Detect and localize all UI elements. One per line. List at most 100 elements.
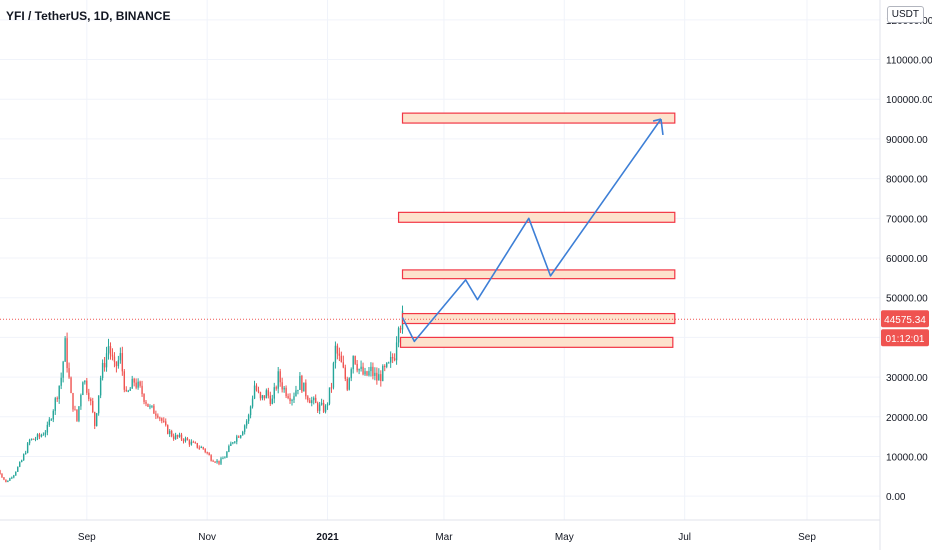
candle-body bbox=[101, 362, 104, 378]
x-tick-label: Mar bbox=[435, 532, 453, 543]
candle-body bbox=[397, 328, 400, 343]
candle-body bbox=[9, 478, 11, 481]
candle-body bbox=[309, 400, 311, 404]
candle-body bbox=[42, 434, 45, 436]
candle-body bbox=[291, 399, 293, 401]
candle-body bbox=[340, 355, 343, 363]
candle-body bbox=[378, 374, 380, 381]
zone-box bbox=[399, 336, 674, 348]
candle-body bbox=[133, 378, 135, 383]
candle-body bbox=[139, 381, 141, 386]
candle-body bbox=[182, 439, 185, 442]
candle-body bbox=[387, 362, 390, 364]
candle-body bbox=[161, 418, 163, 421]
candle-body bbox=[131, 378, 133, 389]
x-tick-label: Sep bbox=[798, 532, 816, 543]
candle-body bbox=[111, 354, 114, 357]
candle-body bbox=[395, 342, 398, 361]
candle-body bbox=[238, 436, 240, 438]
candle-body bbox=[38, 434, 41, 437]
y-tick-label: 20000.00 bbox=[886, 413, 928, 424]
candle-body bbox=[218, 460, 220, 464]
candlesticks bbox=[0, 305, 404, 483]
candle-body bbox=[389, 357, 392, 363]
candle-body bbox=[90, 399, 92, 401]
candle-body bbox=[253, 385, 256, 399]
candle-body bbox=[21, 460, 23, 463]
candle-body bbox=[178, 434, 181, 437]
candle-body bbox=[97, 395, 100, 414]
projection-arrowhead bbox=[660, 118, 664, 136]
y-tick-label: 50000.00 bbox=[886, 294, 928, 305]
candle-body bbox=[167, 425, 169, 434]
zone-box bbox=[401, 312, 676, 325]
candle-body bbox=[251, 398, 254, 407]
last-price-label: 44575.34 bbox=[884, 315, 926, 326]
candle-body bbox=[311, 400, 313, 404]
candle-body bbox=[54, 398, 56, 411]
candle-body bbox=[220, 458, 222, 464]
candle-body bbox=[330, 387, 333, 389]
currency-badge[interactable]: USDT bbox=[886, 6, 924, 23]
candle-body bbox=[245, 421, 248, 426]
candle-body bbox=[62, 361, 64, 378]
candle-body bbox=[275, 387, 277, 389]
candle-body bbox=[103, 362, 106, 368]
candle-body bbox=[127, 390, 129, 392]
candle-body bbox=[95, 413, 98, 426]
candle-body bbox=[210, 455, 212, 461]
candle-body bbox=[72, 393, 74, 410]
y-tick-label: 70000.00 bbox=[886, 214, 928, 225]
candle-body bbox=[376, 372, 378, 381]
candle-body bbox=[320, 402, 323, 405]
x-tick-label: Jul bbox=[678, 532, 691, 543]
candle-body bbox=[374, 372, 376, 376]
candle-body bbox=[74, 409, 76, 411]
candle-body bbox=[230, 443, 232, 446]
candle-body bbox=[247, 415, 250, 422]
candle-body bbox=[372, 366, 374, 376]
candle-body bbox=[344, 367, 346, 379]
candle-body bbox=[216, 460, 218, 463]
candle-body bbox=[301, 375, 303, 392]
candle-body bbox=[86, 380, 88, 393]
y-tick-label: 60000.00 bbox=[886, 254, 928, 265]
zone-box bbox=[401, 269, 676, 280]
candle-body bbox=[285, 387, 287, 397]
candle-body bbox=[261, 395, 264, 399]
candle-body bbox=[370, 366, 372, 372]
x-tick-label: May bbox=[555, 532, 574, 543]
candle-body bbox=[117, 360, 120, 367]
candle-body bbox=[202, 447, 204, 449]
candle-body bbox=[226, 451, 228, 458]
y-tick-label: 90000.00 bbox=[886, 135, 928, 146]
candle-body bbox=[316, 403, 319, 411]
candle-body bbox=[109, 346, 112, 355]
candle-body bbox=[135, 382, 137, 388]
candle-body bbox=[107, 346, 110, 354]
candle-body bbox=[305, 382, 307, 397]
candle-body bbox=[40, 435, 43, 437]
y-tick-label: 110000.00 bbox=[886, 56, 932, 67]
candle-body bbox=[149, 406, 151, 408]
candle-body bbox=[346, 378, 348, 390]
y-tick-label: 10000.00 bbox=[886, 452, 928, 463]
candle-body bbox=[78, 406, 80, 421]
countdown-badge bbox=[881, 329, 929, 347]
candle-body bbox=[243, 425, 246, 432]
candle-body bbox=[228, 445, 230, 452]
candle-body bbox=[125, 389, 127, 392]
candle-body bbox=[249, 406, 252, 416]
candle-body bbox=[141, 385, 143, 395]
candle-body bbox=[36, 434, 39, 439]
candle-body bbox=[17, 466, 19, 472]
candle-body bbox=[277, 371, 279, 389]
candle-body bbox=[119, 353, 122, 361]
candle-body bbox=[386, 362, 388, 367]
countdown-label: 01:12:01 bbox=[886, 334, 925, 345]
candle-body bbox=[257, 390, 260, 393]
candle-body bbox=[332, 363, 335, 388]
candle-body bbox=[153, 405, 155, 414]
candle-body bbox=[236, 436, 238, 442]
